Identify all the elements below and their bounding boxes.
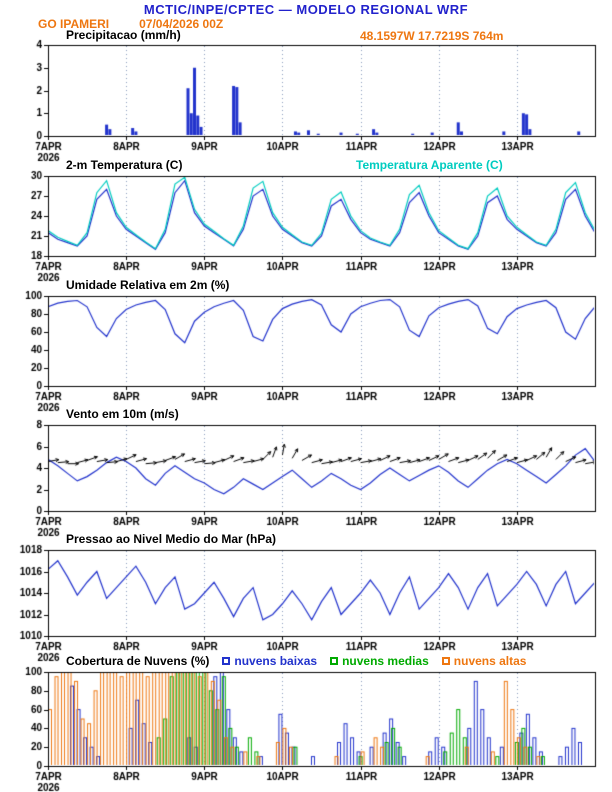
- panel-title-humidity: Umidade Relativa em 2m (%): [66, 278, 230, 292]
- header-line2: GO IPAMERI 07/04/2026 00Z: [38, 17, 223, 31]
- legend-label-low-clouds: nuvens baixas: [234, 654, 318, 668]
- legend-swatch: [330, 657, 339, 665]
- legend-label-mid-clouds: nuvens medias: [342, 654, 429, 668]
- run-datetime-label: 07/04/2026 00Z: [139, 17, 224, 31]
- legend-swatch: [441, 657, 450, 665]
- panel-title-clouds-row: Cobertura de Nuvens (%) nuvens baixas nu…: [66, 654, 526, 668]
- panel-title-wind: Vento em 10m (m/s): [66, 407, 179, 421]
- page-title: MCTIC/INPE/CPTEC — MODELO REGIONAL WRF: [143, 2, 469, 17]
- panel-title-apparent-temperature: Temperatura Aparente (C): [356, 158, 503, 172]
- station-label: GO IPAMERI: [38, 17, 110, 31]
- panel-title-clouds: Cobertura de Nuvens (%): [66, 654, 210, 668]
- legend-label-high-clouds: nuvens altas: [453, 654, 527, 668]
- panel-title-precipitation: Precipitacao (mm/h): [66, 28, 181, 42]
- panel-title-pressure: Pressao ao Nivel Medio do Mar (hPa): [66, 532, 277, 546]
- cloud-legend-item: nuvens altas: [441, 654, 527, 668]
- coordinates-label: 48.1597W 17.7219S 764m: [360, 29, 504, 43]
- legend-swatch: [222, 657, 231, 665]
- panel-title-temperature: 2-m Temperatura (C): [66, 158, 183, 172]
- cloud-legend-item: nuvens medias: [330, 654, 429, 668]
- cloud-legend-item: nuvens baixas: [222, 654, 317, 668]
